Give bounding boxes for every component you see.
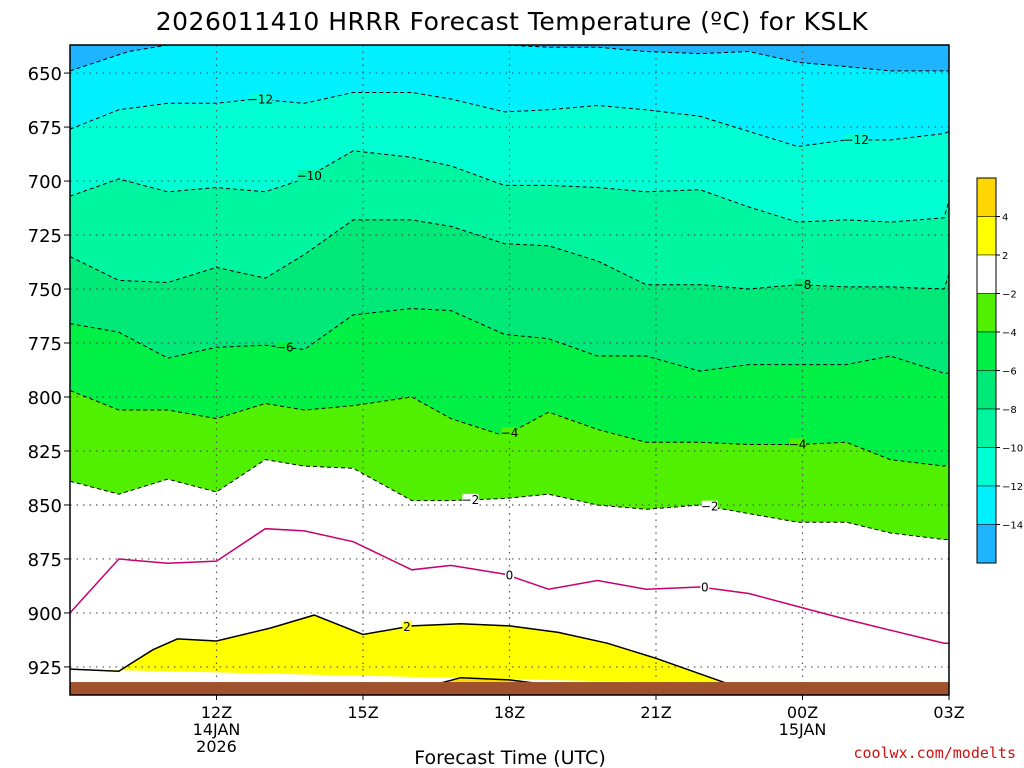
colorbar-label: −8	[1002, 405, 1017, 416]
y-tick-label: 700	[28, 172, 62, 193]
colorbar-swatch	[976, 408, 997, 448]
contour-label-bg	[789, 438, 806, 451]
colorbar: 4 2 −2 −4 −6 −8 −10 −12 −14	[976, 177, 1023, 564]
colorbar-swatch	[976, 485, 997, 525]
contour-label: 0	[701, 581, 709, 595]
x-tick-label: 21Z	[640, 703, 671, 722]
contour-label: 0	[506, 569, 514, 583]
watermark: coolwx.com/modelts	[853, 744, 1016, 762]
contour--4	[70, 390, 949, 467]
band-fill-2-to-4	[70, 615, 735, 685]
surface-ground	[70, 682, 949, 695]
y-tick-label: 825	[28, 442, 62, 463]
contour-0	[70, 527, 949, 644]
y-tick-label: 775	[28, 334, 62, 355]
contour--10	[70, 150, 949, 223]
colorbar-swatch	[976, 293, 997, 333]
contour-label: −10	[297, 169, 322, 183]
contour-label-bg	[505, 569, 514, 582]
colorbar-swatch	[976, 216, 997, 256]
chart-title: 2026011410 HRRR Forecast Temperature (ºC…	[156, 7, 869, 36]
y-tick-label: 750	[28, 280, 62, 301]
contour--12	[70, 92, 949, 148]
contour-label: −2	[462, 493, 480, 507]
colorbar-swatch	[976, 447, 997, 487]
x-tick-label: 03Z	[933, 703, 964, 722]
contour--6	[70, 307, 949, 374]
colorbar-label: −12	[1002, 482, 1023, 493]
colorbar-swatch	[976, 177, 997, 217]
contour-label-bg	[402, 620, 412, 633]
contour-label: −12	[844, 133, 869, 147]
contour-label: −6	[276, 340, 294, 354]
colorbar-swatch	[976, 254, 997, 294]
x-tick-label: 18Z	[494, 703, 525, 722]
contour-label: 2	[403, 620, 411, 634]
colorbar-label: 2	[1002, 251, 1008, 262]
colorbar-label: 4	[1002, 213, 1008, 224]
colorbar-swatch	[976, 370, 997, 410]
contour-label-bg	[276, 341, 293, 354]
contour-label: −8	[794, 278, 812, 292]
contour-label-bg	[701, 500, 718, 513]
contour-label: −2	[701, 500, 719, 514]
contour-label-bg	[844, 134, 868, 147]
colorbar-swatch	[976, 331, 997, 371]
y-tick-label: 875	[28, 550, 62, 571]
contour-label-bg	[700, 581, 710, 594]
contour-label-bg	[501, 427, 518, 440]
plot-area	[70, 45, 949, 695]
contour-2	[70, 614, 735, 685]
contour-label: −12	[248, 92, 273, 106]
x-tick-label: 00Z	[787, 703, 818, 722]
x-tick-label: 15JAN	[779, 720, 827, 739]
y-tick-label: 725	[28, 226, 62, 247]
colorbar-label: −10	[1002, 444, 1023, 455]
y-tick-label: 925	[28, 658, 62, 679]
x-tick-label: 12Z	[201, 703, 232, 722]
x-tick-label: 2026	[196, 737, 237, 756]
colorbar-label: −4	[1002, 328, 1017, 339]
colorbar-label: −6	[1002, 367, 1017, 378]
y-tick-label: 800	[28, 388, 62, 409]
contour-label-bg	[794, 278, 811, 291]
contour-label-bg	[297, 170, 321, 183]
contour-label-bg	[248, 93, 272, 106]
colorbar-swatch	[976, 524, 997, 564]
contour-label: −4	[501, 426, 519, 440]
x-tick-label: 14JAN	[193, 720, 241, 739]
y-tick-label: 850	[28, 496, 62, 517]
contour--2	[70, 459, 949, 540]
y-tick-label: 900	[28, 604, 62, 625]
colorbar-label: −14	[1002, 521, 1023, 532]
contour-label-bg	[462, 493, 479, 506]
x-tick-label: 15Z	[347, 703, 378, 722]
x-axis-title: Forecast Time (UTC)	[414, 747, 605, 768]
contour--8	[70, 219, 949, 290]
y-tick-label: 675	[28, 118, 62, 139]
colorbar-label: −2	[1002, 290, 1017, 301]
y-tick-label: 650	[28, 64, 62, 85]
contour-label: −4	[789, 438, 807, 452]
